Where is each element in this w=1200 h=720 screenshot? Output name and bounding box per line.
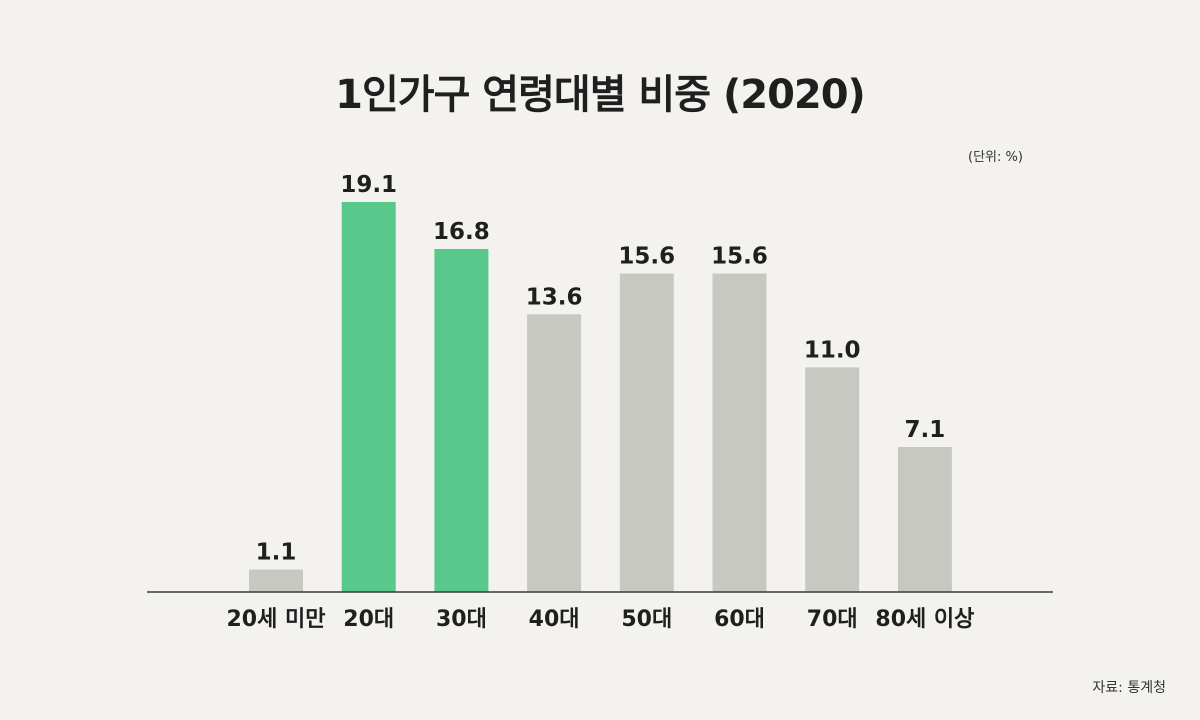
- chart-title: 1인가구 연령대별 비중 (2020): [335, 72, 866, 118]
- bar-5: [712, 273, 767, 592]
- value-label-4: 15.6: [618, 244, 675, 270]
- category-label-1: 20대: [343, 607, 394, 632]
- category-label-2: 30대: [436, 607, 487, 632]
- category-label-7: 80세 이상: [875, 607, 974, 632]
- bar-2: [434, 249, 489, 592]
- value-label-1: 19.1: [340, 172, 397, 198]
- unit-note: (단위: %): [968, 150, 1023, 165]
- value-label-0: 1.1: [256, 540, 297, 566]
- value-label-2: 16.8: [433, 219, 490, 245]
- value-label-7: 7.1: [905, 417, 946, 443]
- value-label-6: 11.0: [804, 337, 861, 363]
- category-label-0: 20세 미만: [227, 607, 326, 632]
- category-label-3: 40대: [529, 607, 580, 632]
- bar-3: [527, 314, 582, 592]
- source-note: 자료: 통계청: [1092, 680, 1166, 696]
- value-label-5: 15.6: [711, 244, 768, 270]
- category-label-4: 50대: [621, 607, 672, 632]
- category-label-5: 60대: [714, 607, 765, 632]
- bar-4: [619, 273, 674, 592]
- value-label-3: 13.6: [526, 284, 583, 310]
- category-label-6: 70대: [807, 607, 858, 632]
- bar-1: [341, 202, 396, 592]
- bar-6: [805, 367, 860, 592]
- bar-7: [897, 447, 952, 592]
- bar-0: [249, 569, 303, 592]
